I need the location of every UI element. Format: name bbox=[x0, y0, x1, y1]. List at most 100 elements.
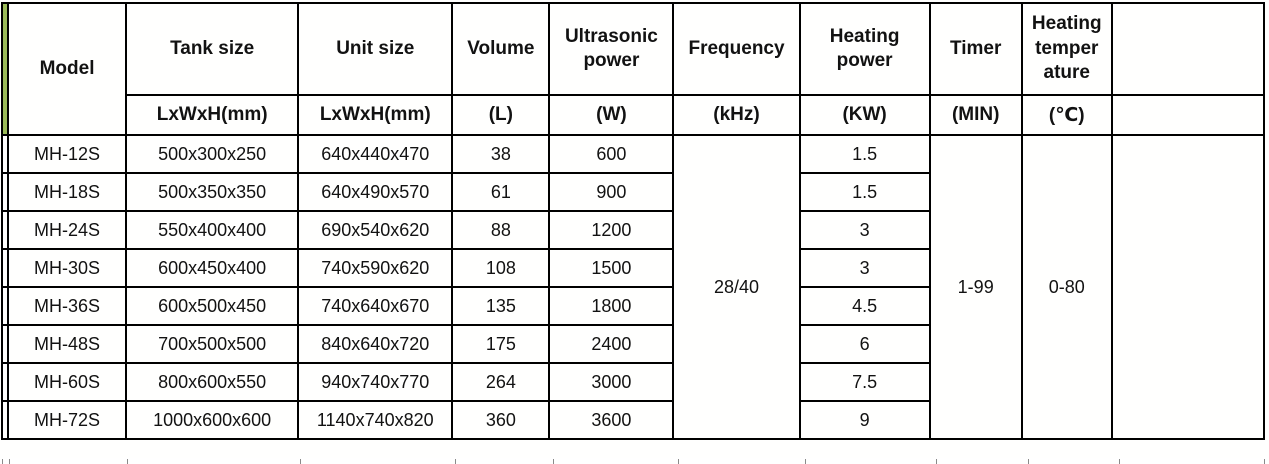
model-cell: MH-18S bbox=[6, 172, 128, 212]
unit-size-cell: 840x640x720 bbox=[297, 324, 454, 364]
col-header-timer: Timer bbox=[928, 2, 1023, 96]
gridline-stub bbox=[1028, 459, 1029, 464]
col-header-empty bbox=[1110, 2, 1266, 96]
subheader-tank-size: LxWxH(mm) bbox=[125, 94, 300, 136]
subheader-heating-temperature: (℃) bbox=[1020, 94, 1113, 136]
ultrasonic-power-cell: 900 bbox=[548, 172, 675, 212]
volume-cell: 360 bbox=[451, 400, 551, 440]
frequency-merged-cell: 28/40 bbox=[672, 134, 801, 440]
tank-size-cell: 700x500x500 bbox=[125, 324, 300, 364]
volume-cell: 38 bbox=[451, 134, 551, 174]
gridline-stub bbox=[553, 459, 554, 464]
table-row: MH-48S 700x500x500 840x640x720 175 2400 … bbox=[1, 324, 1264, 364]
unit-size-cell: 690x540x620 bbox=[297, 210, 454, 250]
subheader-timer: (MIN) bbox=[928, 94, 1023, 136]
unit-size-cell: 740x590x620 bbox=[297, 248, 454, 288]
heating-power-cell: 6 bbox=[798, 324, 931, 364]
unit-size-cell: 640x490x570 bbox=[297, 172, 454, 212]
gridline-stub bbox=[1119, 459, 1120, 464]
col-header-unit-size: Unit size bbox=[297, 2, 454, 96]
unit-size-cell: 1140x740x820 bbox=[297, 400, 454, 440]
gridline-stub bbox=[678, 459, 679, 464]
gridline-stub bbox=[300, 459, 301, 464]
heating-power-cell: 1.5 bbox=[798, 134, 931, 174]
subheader-empty bbox=[1110, 94, 1266, 136]
unit-size-cell: 640x440x470 bbox=[297, 134, 454, 174]
gridline-stub bbox=[805, 459, 806, 464]
tank-size-cell: 550x400x400 bbox=[125, 210, 300, 250]
volume-cell: 88 bbox=[451, 210, 551, 250]
heating-power-cell: 1.5 bbox=[798, 172, 931, 212]
subheader-unit-size: LxWxH(mm) bbox=[297, 94, 454, 136]
subheader-ultrasonic-power: (W) bbox=[548, 94, 675, 136]
tank-size-cell: 500x300x250 bbox=[125, 134, 300, 174]
edge-cell bbox=[1, 324, 9, 364]
heating-power-cell: 4.5 bbox=[798, 286, 931, 326]
edge-cell bbox=[1, 248, 9, 288]
table-row: MH-60S 800x600x550 940x740x770 264 3000 … bbox=[1, 362, 1264, 402]
model-cell: MH-24S bbox=[6, 210, 128, 250]
ultrasonic-power-cell: 3600 bbox=[548, 400, 675, 440]
partial-next-row-strip bbox=[0, 458, 1269, 464]
ultrasonic-power-cell: 1200 bbox=[548, 210, 675, 250]
volume-cell: 108 bbox=[451, 248, 551, 288]
gridline-stub bbox=[9, 459, 10, 464]
table-row: MH-30S 600x450x400 740x590x620 108 1500 … bbox=[1, 248, 1264, 288]
col-header-heating-power: Heating power bbox=[798, 2, 931, 96]
header-row-1: Model Tank size Unit size Volume Ultraso… bbox=[1, 2, 1266, 136]
heating-power-label: Heating power bbox=[829, 26, 900, 71]
ultrasonic-power-cell: 1800 bbox=[548, 286, 675, 326]
model-cell: MH-36S bbox=[6, 286, 128, 326]
tank-size-cell: 1000x600x600 bbox=[125, 400, 300, 440]
gridline-stub bbox=[936, 459, 937, 464]
subheader-volume: (L) bbox=[451, 94, 551, 136]
gridline-stub bbox=[455, 459, 456, 464]
col-header-model: Model bbox=[6, 2, 128, 136]
green-accent-column bbox=[1, 2, 9, 136]
tank-size-cell: 600x500x450 bbox=[125, 286, 300, 326]
edge-cell bbox=[1, 172, 9, 212]
header-row-2: LxWxH(mm) LxWxH(mm) (L) (W) (kHz) (KW) (… bbox=[2, 94, 1266, 136]
gridline-stub bbox=[1264, 459, 1265, 464]
heating-temperature-merged-cell: 0-80 bbox=[1020, 134, 1113, 440]
tank-size-cell: 600x450x400 bbox=[125, 248, 300, 288]
subheader-frequency: (kHz) bbox=[672, 94, 801, 136]
subheader-heating-power: (KW) bbox=[798, 94, 931, 136]
model-cell: MH-60S bbox=[6, 362, 128, 402]
model-cell: MH-12S bbox=[6, 134, 128, 174]
heating-power-cell: 3 bbox=[798, 210, 931, 250]
unit-size-cell: 940x740x770 bbox=[297, 362, 454, 402]
gridline-stub bbox=[127, 459, 128, 464]
heating-power-cell: 7.5 bbox=[798, 362, 931, 402]
tank-size-cell: 800x600x550 bbox=[125, 362, 300, 402]
ultrasonic-power-cell: 1500 bbox=[548, 248, 675, 288]
edge-cell bbox=[1, 210, 9, 250]
model-cell: MH-30S bbox=[6, 248, 128, 288]
table-row: MH-12S 500x300x250 640x440x470 38 600 28… bbox=[1, 134, 1266, 440]
unit-size-cell: 740x640x670 bbox=[297, 286, 454, 326]
ultrasonic-power-cell: 2400 bbox=[548, 324, 675, 364]
heating-power-cell: 9 bbox=[798, 400, 931, 440]
table-row: MH-18S 500x350x350 640x490x570 61 900 1.… bbox=[1, 172, 1264, 212]
col-header-ultrasonic-power: Ultrasonic power bbox=[548, 2, 675, 96]
heating-temperature-label-line2: temper bbox=[1035, 37, 1099, 59]
edge-cell bbox=[1, 362, 9, 402]
volume-cell: 135 bbox=[451, 286, 551, 326]
volume-cell: 175 bbox=[451, 324, 551, 364]
table-row: MH-36S 600x500x450 740x640x670 135 1800 … bbox=[1, 286, 1264, 326]
volume-cell: 264 bbox=[451, 362, 551, 402]
model-cell: MH-72S bbox=[6, 400, 128, 440]
timer-merged-cell: 1-99 bbox=[928, 134, 1023, 440]
col-header-frequency: Frequency bbox=[672, 2, 801, 96]
table-row: MH-72S 1000x600x600 1140x740x820 360 360… bbox=[1, 400, 1264, 440]
gridline-stub bbox=[2, 459, 3, 464]
edge-cell bbox=[1, 400, 9, 440]
heating-temperature-label-line1: Heating bbox=[1031, 12, 1102, 34]
model-cell: MH-48S bbox=[6, 324, 128, 364]
edge-cell bbox=[1, 286, 9, 326]
empty-merged-cell bbox=[1110, 134, 1266, 440]
edge-cell bbox=[1, 134, 9, 174]
col-header-heating-temperature: Heating temper ature bbox=[1020, 2, 1113, 96]
heating-power-cell: 3 bbox=[798, 248, 931, 288]
